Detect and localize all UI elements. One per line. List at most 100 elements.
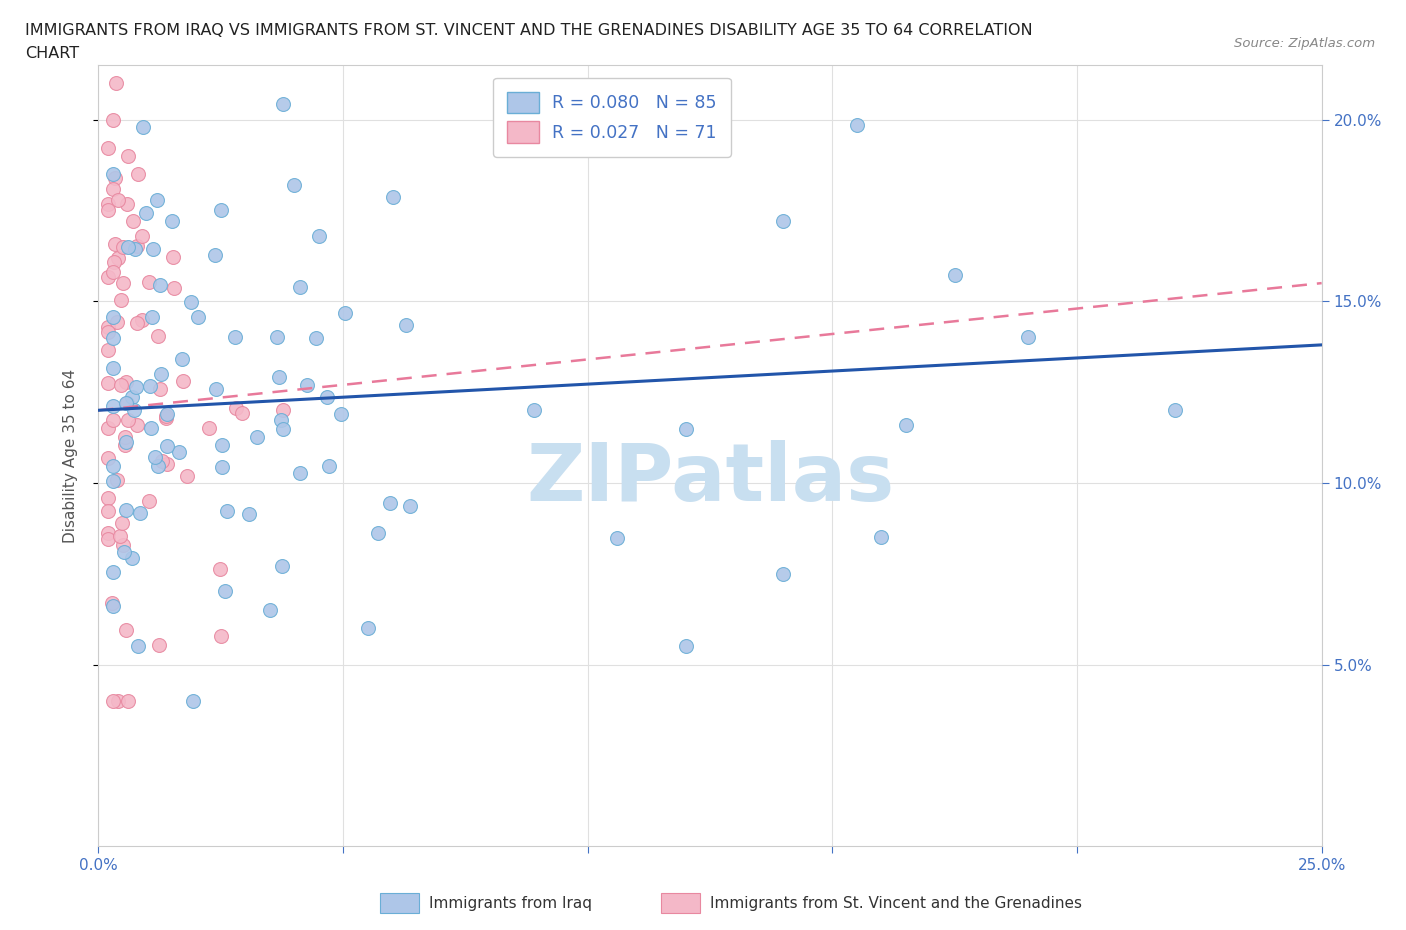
- Point: [772, 213, 794, 228]
- Point: [104, 236, 127, 251]
- Point: [101, 694, 124, 709]
- Point: [290, 465, 312, 480]
- Point: [150, 454, 173, 469]
- Point: [209, 203, 232, 218]
- Point: [125, 418, 148, 432]
- Point: [112, 544, 135, 559]
- Point: [97, 490, 120, 505]
- Point: [141, 421, 163, 436]
- Point: [894, 418, 917, 432]
- Text: Immigrants from Iraq: Immigrants from Iraq: [429, 897, 592, 911]
- Point: [145, 450, 167, 465]
- Point: [121, 390, 143, 405]
- Point: [138, 275, 160, 290]
- Point: [148, 328, 170, 343]
- Point: [1164, 403, 1187, 418]
- Point: [115, 375, 138, 390]
- Point: [169, 445, 191, 459]
- Point: [111, 239, 134, 254]
- Point: [97, 140, 120, 155]
- Point: [181, 694, 204, 709]
- Point: [215, 503, 238, 518]
- Text: Source: ZipAtlas.com: Source: ZipAtlas.com: [1234, 37, 1375, 50]
- Point: [297, 378, 319, 392]
- Point: [270, 559, 292, 574]
- Point: [101, 330, 124, 345]
- Point: [271, 402, 294, 417]
- Point: [97, 421, 120, 436]
- Point: [115, 623, 138, 638]
- Point: [101, 398, 124, 413]
- Point: [146, 458, 169, 473]
- Point: [399, 498, 422, 513]
- Point: [117, 239, 139, 254]
- Point: [101, 265, 124, 280]
- Point: [772, 566, 794, 581]
- Point: [204, 248, 226, 263]
- Point: [149, 381, 172, 396]
- Point: [135, 206, 157, 220]
- Point: [211, 459, 233, 474]
- Point: [138, 493, 160, 508]
- Point: [97, 531, 120, 546]
- Point: [606, 530, 628, 545]
- Point: [156, 406, 179, 421]
- Point: [315, 390, 337, 405]
- Point: [131, 229, 153, 244]
- Y-axis label: Disability Age 35 to 64: Disability Age 35 to 64: [63, 368, 77, 543]
- Point: [214, 584, 236, 599]
- Point: [246, 430, 269, 445]
- Point: [270, 413, 292, 428]
- Point: [97, 376, 120, 391]
- Point: [225, 401, 247, 416]
- Point: [97, 343, 120, 358]
- Point: [148, 638, 170, 653]
- Point: [155, 410, 177, 425]
- Point: [131, 120, 153, 135]
- Point: [267, 370, 290, 385]
- Point: [97, 525, 120, 540]
- Point: [103, 181, 125, 196]
- Point: [335, 305, 357, 320]
- Point: [308, 229, 330, 244]
- Point: [142, 242, 165, 257]
- Point: [107, 193, 129, 207]
- Point: [380, 496, 402, 511]
- Point: [105, 472, 128, 487]
- Point: [162, 249, 184, 264]
- Point: [155, 409, 177, 424]
- Point: [211, 629, 233, 644]
- Text: Immigrants from St. Vincent and the Grenadines: Immigrants from St. Vincent and the Gren…: [710, 897, 1083, 911]
- Point: [224, 329, 246, 344]
- Point: [273, 97, 295, 112]
- Point: [101, 458, 124, 473]
- Point: [675, 421, 697, 436]
- Point: [101, 310, 124, 325]
- Point: [110, 378, 132, 392]
- Point: [139, 379, 162, 393]
- Point: [943, 267, 966, 282]
- Point: [141, 309, 163, 324]
- Point: [238, 507, 260, 522]
- Point: [110, 293, 132, 308]
- Point: [128, 505, 150, 520]
- Point: [150, 367, 173, 382]
- Point: [675, 639, 697, 654]
- Point: [114, 430, 136, 445]
- Point: [149, 278, 172, 293]
- Point: [117, 413, 139, 428]
- Point: [101, 565, 124, 579]
- Point: [160, 214, 183, 229]
- Point: [122, 402, 145, 417]
- Point: [107, 251, 129, 266]
- Point: [172, 373, 194, 388]
- Point: [112, 538, 135, 552]
- Point: [103, 171, 125, 186]
- Point: [266, 329, 288, 344]
- Point: [367, 525, 389, 540]
- Point: [127, 639, 149, 654]
- Point: [283, 178, 305, 193]
- Point: [117, 395, 139, 410]
- Point: [101, 596, 124, 611]
- Point: [104, 76, 127, 91]
